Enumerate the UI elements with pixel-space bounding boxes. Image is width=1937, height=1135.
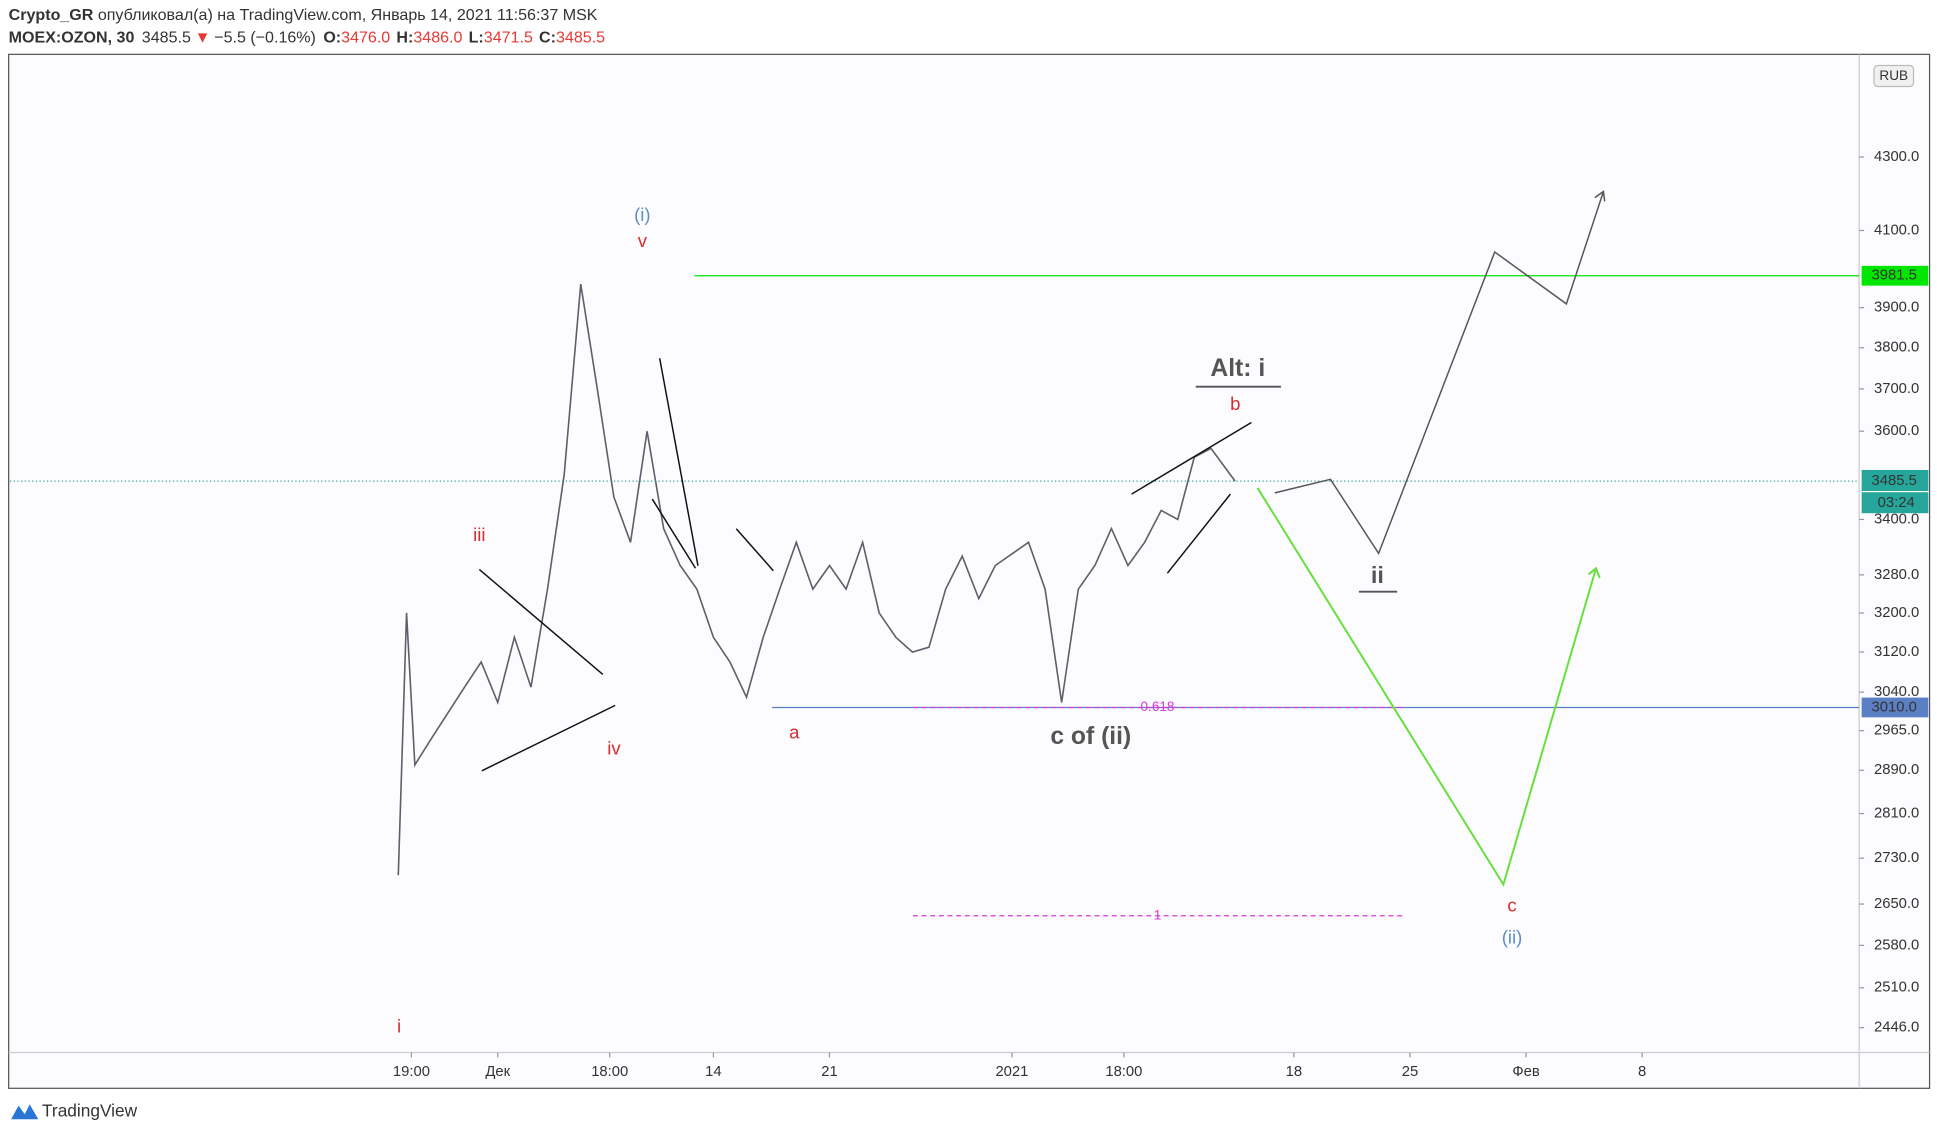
- published: опубликовал(а) на TradingView.com, Январ…: [93, 6, 597, 24]
- symbol: MOEX:OZON, 30: [9, 29, 135, 47]
- brand[interactable]: TradingView: [42, 1100, 138, 1120]
- o-label: O:: [323, 29, 341, 47]
- y-tick-label: 2580.0: [1874, 937, 1919, 953]
- y-tick-label: 2965.0: [1874, 723, 1919, 739]
- l-value: 3471.5: [484, 29, 533, 47]
- price-tag: [1861, 265, 1929, 286]
- y-tick-label: 3200.0: [1874, 605, 1919, 621]
- projection-path: [1256, 487, 1597, 887]
- header-line: Crypto_GR опубликовал(а) на TradingView.…: [9, 6, 598, 24]
- trendlines: [478, 358, 1252, 772]
- y-tick-label: 2730.0: [1874, 850, 1919, 866]
- x-tick-label: 8: [1638, 1064, 1646, 1080]
- x-tick-label: 18:00: [591, 1064, 628, 1080]
- currency-box: [1873, 64, 1915, 88]
- y-tick-label: 4300.0: [1874, 149, 1919, 165]
- y-tick-label: 3400.0: [1874, 511, 1919, 527]
- x-tick-label: 25: [1402, 1064, 1418, 1080]
- wave-label: v: [638, 230, 648, 251]
- y-tick-label: 3600.0: [1874, 423, 1919, 439]
- plot: 4300.0 4100.0 3900.0 3800.0 3700.0 3600.0 3400…: [9, 64, 1929, 1080]
- h-label: H:: [396, 29, 413, 47]
- y-tick-label: 3700.0: [1874, 381, 1919, 397]
- wave-label: i: [397, 1016, 401, 1037]
- arrow: ▼: [195, 29, 211, 47]
- x-tick-label: Дек: [485, 1064, 510, 1080]
- symbol-line: MOEX:OZON, 30 3485.5 ▼ −5.5 (−0.16%) O:3476.…: [9, 29, 605, 47]
- author[interactable]: Crypto_GR: [9, 6, 94, 24]
- wave-label: (i): [634, 204, 650, 225]
- trendline: [478, 568, 604, 676]
- price-tag: [1861, 469, 1929, 491]
- fib-label: 0.618: [1141, 699, 1175, 714]
- countdown-tag: [1861, 492, 1929, 514]
- y-tick-label: 3280.0: [1874, 567, 1919, 583]
- x-tick-label: 18: [1286, 1064, 1302, 1080]
- trendline: [735, 528, 774, 572]
- logo-icon: [11, 1104, 39, 1120]
- y-tick-label: 3040.0: [1874, 684, 1919, 700]
- x-tick-label: 18:00: [1105, 1064, 1142, 1080]
- y-tick-label: 2446.0: [1874, 1020, 1919, 1036]
- x-tick-label: 14: [705, 1064, 721, 1080]
- arrowhead: [1587, 566, 1601, 579]
- x-tick-label: Фев: [1512, 1064, 1539, 1080]
- chart-frame: [8, 53, 1931, 1089]
- wave-label: iv: [607, 738, 621, 759]
- y-tick-label: 2890.0: [1874, 762, 1919, 778]
- projection-path: [1274, 191, 1605, 556]
- last: 3485.5: [142, 29, 191, 47]
- y-tick-label: 2810.0: [1874, 805, 1919, 821]
- y-tick-label: 3800.0: [1874, 340, 1919, 356]
- trendline: [1131, 421, 1252, 495]
- trendline: [1166, 493, 1231, 574]
- last-price-label: 3485.5: [1872, 473, 1917, 489]
- wave-label: iii: [473, 524, 485, 545]
- footer-logo: TradingView: [11, 1100, 138, 1120]
- x-tick-label: 19:00: [393, 1064, 430, 1080]
- price-tag-label: 3010.0: [1872, 699, 1917, 715]
- arrowhead: [1594, 190, 1606, 202]
- h-value: 3486.0: [413, 29, 462, 47]
- wave-label: Alt: i: [1210, 355, 1265, 382]
- y-tick-label: 2510.0: [1874, 980, 1919, 996]
- l-label: L:: [469, 29, 484, 47]
- wave-label: (ii): [1502, 927, 1523, 948]
- c-value: 3485.5: [556, 29, 605, 47]
- currency-label: RUB: [1879, 68, 1908, 83]
- y-tick-label: 4100.0: [1874, 222, 1919, 238]
- x-tick-label: 21: [821, 1064, 837, 1080]
- wave-label: c: [1507, 895, 1516, 916]
- y-tick-label: 3900.0: [1874, 300, 1919, 316]
- countdown-label: 03:24: [1878, 495, 1915, 511]
- wave-label: a: [789, 722, 800, 743]
- price-tag: [1861, 697, 1929, 718]
- trendline: [651, 498, 697, 569]
- o-value: 3476.0: [341, 29, 390, 47]
- x-tick-label: 2021: [995, 1064, 1028, 1080]
- c-label: C:: [539, 29, 556, 47]
- price-line: [397, 283, 1236, 876]
- wave-label: ii: [1371, 562, 1384, 588]
- trendline: [658, 358, 699, 566]
- change: −5.5 (−0.16%): [214, 29, 316, 47]
- wave-label: b: [1230, 393, 1240, 414]
- price-tag-label: 3981.5: [1872, 268, 1917, 284]
- fib-label: 1: [1154, 907, 1162, 922]
- wave-label: c of (ii): [1050, 723, 1131, 750]
- trendline: [481, 704, 616, 772]
- y-tick-label: 3120.0: [1874, 644, 1919, 660]
- y-tick-label: 2650.0: [1874, 896, 1919, 912]
